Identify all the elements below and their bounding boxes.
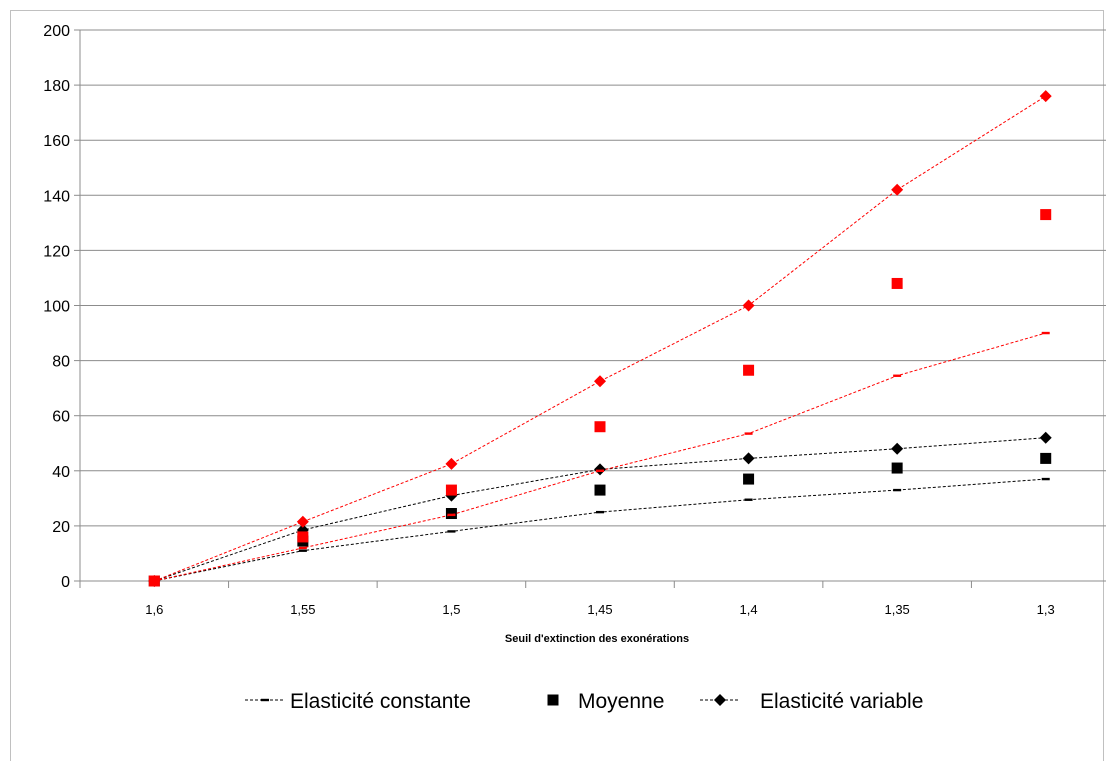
legend-item: Elasticité constante <box>245 690 471 713</box>
data-point <box>743 364 755 376</box>
data-point <box>893 488 902 492</box>
data-point <box>296 515 309 528</box>
legend-item: Moyenne <box>547 690 664 713</box>
series-line <box>154 95 1046 582</box>
legend-marker <box>714 694 726 706</box>
y-tick-label: 80 <box>52 354 70 371</box>
legend: Elasticité constante Moyenne Elasticité va… <box>245 690 923 713</box>
y-tick-label: 20 <box>52 519 70 536</box>
legend-marker <box>547 694 559 706</box>
data-point <box>594 421 606 433</box>
data-point <box>891 183 904 196</box>
legend-marker <box>261 698 269 702</box>
y-tick-label: 100 <box>43 299 70 316</box>
chart-svg: Seuil d'extinction des exonérations 0 20 4… <box>43 23 1106 713</box>
legend-item: Elasticité variable <box>700 690 923 713</box>
x-tick-label: 1,3 <box>1037 602 1055 617</box>
data-point <box>297 531 309 543</box>
grid-layer <box>80 29 1106 527</box>
data-point <box>742 299 755 312</box>
data-point <box>447 530 456 533</box>
series-line <box>154 332 1046 582</box>
x-axis-title: Seuil d'extinction des exonérations <box>505 633 689 645</box>
data-point <box>744 498 753 501</box>
x-tick-label: 1,5 <box>442 602 460 617</box>
data-point <box>1041 477 1050 481</box>
data-point <box>1040 452 1052 464</box>
series-2 <box>148 431 1052 587</box>
data-point <box>594 463 606 476</box>
data-point <box>596 469 604 472</box>
data-point <box>1041 331 1050 335</box>
axis-layer <box>74 29 1106 588</box>
series-5 <box>148 90 1052 587</box>
y-tick-label: 160 <box>43 133 70 150</box>
label-layer: Seuil d'extinction des exonérations 0 20 4… <box>43 23 1054 645</box>
series-3 <box>150 331 1050 583</box>
legend-label: Moyenne <box>578 690 664 713</box>
y-tick-label: 180 <box>43 78 70 95</box>
x-tick-label: 1,55 <box>290 602 315 617</box>
data-point <box>743 473 755 485</box>
data-point <box>298 549 307 552</box>
y-tick-label: 200 <box>43 23 70 40</box>
series-4 <box>148 209 1052 587</box>
data-point <box>893 374 902 377</box>
data-point <box>447 513 456 517</box>
legend-label: Elasticité constante <box>290 690 471 713</box>
data-point <box>445 484 457 496</box>
data-point <box>1040 209 1052 221</box>
data-point <box>298 546 307 550</box>
data-point <box>891 462 903 474</box>
x-tick-label: 1,6 <box>145 602 163 617</box>
y-tick-label: 120 <box>43 243 70 260</box>
y-tick-label: 0 <box>61 574 70 591</box>
chart-container: Seuil d'extinction des exonérations 0 20 4… <box>10 10 1106 761</box>
x-tick-label: 1,45 <box>587 602 612 617</box>
data-point <box>1039 90 1052 103</box>
data-point <box>891 277 903 289</box>
data-point <box>445 457 458 470</box>
series-layer <box>148 90 1052 587</box>
data-point <box>445 508 457 520</box>
data-point <box>596 510 604 514</box>
data-point <box>1039 431 1052 444</box>
data-point <box>891 442 904 455</box>
series-line <box>154 437 1046 582</box>
chart-frame <box>10 10 1104 761</box>
y-tick-label: 60 <box>52 409 70 426</box>
legend-label: Elasticité variable <box>760 690 923 713</box>
data-point <box>594 484 606 496</box>
y-tick-label: 40 <box>52 464 70 481</box>
data-point <box>744 432 753 435</box>
y-tick-label: 140 <box>43 188 70 205</box>
x-tick-label: 1,4 <box>740 602 758 617</box>
data-point <box>742 452 755 465</box>
data-point <box>148 575 161 587</box>
data-point <box>594 375 606 388</box>
x-tick-label: 1,35 <box>884 602 909 617</box>
